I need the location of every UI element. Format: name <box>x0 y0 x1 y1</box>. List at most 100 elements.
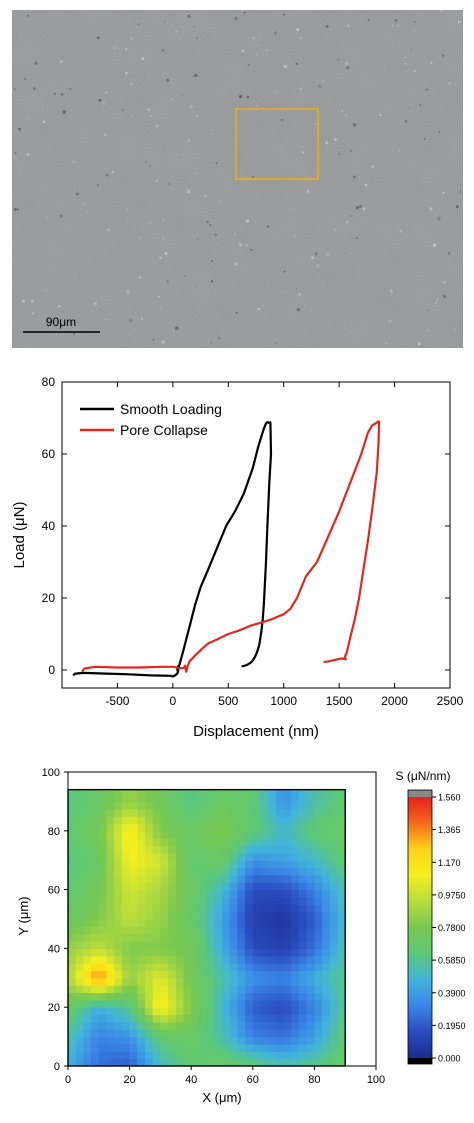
heatmap-cell <box>198 838 208 847</box>
heatmap-cell <box>214 977 223 986</box>
heatmap-cell <box>145 1036 154 1045</box>
heatmap-cell <box>175 904 185 913</box>
heatmap-cell <box>168 1007 177 1016</box>
heatmap-cell <box>306 1043 315 1052</box>
heatmap-cell <box>283 1043 292 1052</box>
heatmap-cell <box>260 801 269 810</box>
heatmap-cell <box>268 941 277 949</box>
x-tick-label: 2000 <box>381 694 408 708</box>
pore-speck <box>351 237 353 239</box>
heatmap-cell <box>168 808 177 817</box>
heatmap-cell <box>322 1058 331 1066</box>
heatmap-cell <box>268 860 277 869</box>
heatmap-cell <box>299 1058 308 1066</box>
heatmap-cell <box>260 830 269 839</box>
heatmap-cell <box>329 889 339 898</box>
heatmap-cell <box>98 789 108 795</box>
heatmap-cell <box>229 904 238 913</box>
heatmap-cell <box>329 830 339 839</box>
heatmap-cell <box>268 896 277 905</box>
pore-speck <box>442 294 447 299</box>
heatmap-cell <box>306 1014 315 1023</box>
heatmap-cell <box>252 830 262 839</box>
heatmap-cell <box>183 1021 192 1030</box>
heatmap-cell <box>291 948 300 957</box>
heatmap-cell <box>175 794 185 802</box>
heatmap-cell <box>322 919 331 927</box>
heatmap-cell <box>222 1058 231 1066</box>
pore-speck <box>356 236 359 239</box>
heatmap-cell <box>291 963 300 972</box>
heatmap-cell <box>306 970 315 979</box>
heatmap-cell <box>206 1021 215 1030</box>
heatmap-cell <box>106 977 115 986</box>
heatmap-cell <box>329 1014 339 1023</box>
heatmap-cell <box>337 823 346 832</box>
heatmap-cell <box>337 955 346 964</box>
heatmap-cell <box>314 801 323 810</box>
heatmap-cell <box>283 933 292 942</box>
heatmap-cell <box>114 1021 123 1030</box>
inclusion-speck <box>164 169 166 171</box>
heatmap-cell <box>314 838 323 847</box>
inclusion-speck <box>306 189 310 193</box>
heatmap-cell <box>214 904 223 913</box>
heatmap-cell <box>268 830 277 839</box>
heatmap-cell <box>129 889 138 898</box>
inclusion-speck <box>265 49 268 52</box>
heatmap-cell <box>329 963 339 972</box>
heatmap-cell <box>229 992 238 1001</box>
heatmap-cell <box>129 789 138 795</box>
heatmap-cell <box>245 1036 254 1045</box>
heatmap-cell <box>68 882 77 891</box>
heatmap-cell <box>306 985 315 994</box>
heatmap-cell <box>121 874 131 883</box>
heatmap-cell <box>145 1043 154 1052</box>
heatmap-cell <box>306 1051 315 1060</box>
heatmap-y-tick-label: 0 <box>54 1061 60 1073</box>
pore-speck <box>206 220 209 224</box>
heatmap-cell <box>152 1007 161 1016</box>
heatmap-cell <box>214 919 223 927</box>
colorbar-tick-label: 0.000 <box>438 1054 461 1064</box>
inclusion-speck <box>186 190 191 194</box>
pore-speck <box>149 164 152 167</box>
inclusion-speck <box>125 47 128 51</box>
heatmap-cell <box>275 1029 285 1038</box>
heatmap-cell <box>322 933 331 942</box>
pore-speck <box>129 255 131 257</box>
inclusion-speck <box>42 120 46 124</box>
heatmap-cell <box>291 1014 300 1023</box>
inclusion-speck <box>128 333 131 336</box>
inclusion-speck <box>437 174 439 176</box>
heatmap-cell <box>198 985 208 994</box>
heatmap-cell <box>260 874 269 883</box>
heatmap-cell <box>183 889 192 898</box>
inclusion-speck <box>160 150 162 152</box>
heatmap-cell <box>229 911 238 920</box>
heatmap-cell <box>329 1029 339 1038</box>
inclusion-speck <box>187 139 191 142</box>
heatmap-cell <box>75 992 84 1001</box>
heatmap-cell <box>114 789 123 795</box>
heatmap-cell <box>229 830 238 839</box>
heatmap-cell <box>98 919 108 927</box>
heatmap-cell <box>260 1043 269 1052</box>
heatmap-cell <box>145 992 154 1001</box>
heatmap-cell <box>160 1029 169 1038</box>
pore-speck <box>407 107 410 109</box>
heatmap-cell <box>245 874 254 883</box>
heatmap-cell <box>275 1014 285 1023</box>
heatmap-cell <box>160 955 169 964</box>
heatmap-cell <box>237 955 246 964</box>
heatmap-cell <box>121 985 131 994</box>
heatmap-cell <box>198 830 208 839</box>
pore-speck <box>387 329 389 331</box>
heatmap-cell <box>237 933 246 942</box>
heatmap-cell <box>68 860 77 869</box>
heatmap-cell <box>160 1058 169 1066</box>
heatmap-cell <box>137 948 146 957</box>
heatmap-cell <box>114 985 123 994</box>
heatmap-cell <box>229 970 238 979</box>
heatmap-cell <box>314 1051 323 1060</box>
